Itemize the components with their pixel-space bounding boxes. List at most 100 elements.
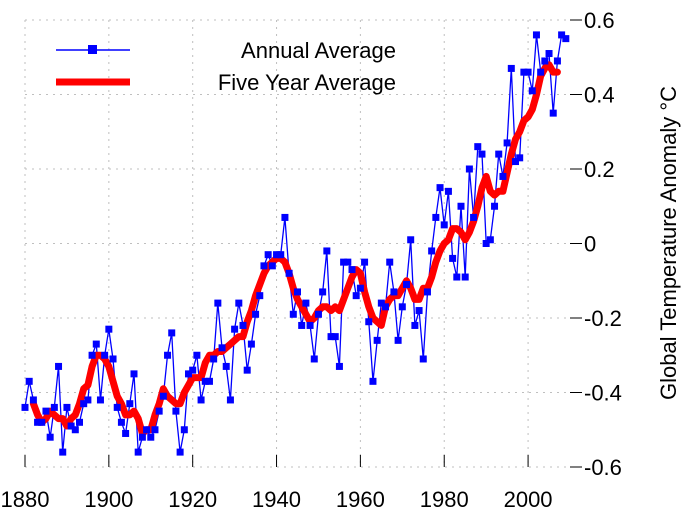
annual-average-point	[92, 340, 100, 348]
annual-average-point	[67, 422, 75, 430]
annual-average-point	[545, 50, 553, 58]
annual-average-point	[273, 251, 281, 259]
annual-average-point	[520, 68, 528, 76]
annual-average-point	[59, 448, 67, 456]
annual-average-point	[247, 340, 255, 348]
annual-average-point	[159, 392, 167, 400]
annual-average-point	[302, 299, 310, 307]
annual-average-point	[465, 165, 473, 173]
annual-average-point	[126, 400, 134, 408]
y-axis-title: Global Temperature Anomaly °C	[656, 86, 681, 400]
annual-average-point	[21, 403, 29, 411]
annual-average-point	[105, 325, 113, 333]
annual-average-point	[361, 258, 369, 266]
annual-average-point	[63, 403, 71, 411]
annual-average-point	[176, 448, 184, 456]
annual-average-point	[210, 355, 218, 363]
annual-average-point	[499, 172, 507, 180]
annual-average-point	[29, 396, 37, 404]
annual-average-point	[549, 109, 557, 117]
annual-average-point	[470, 213, 478, 221]
annual-average-point	[84, 396, 92, 404]
annual-average-point	[558, 31, 566, 39]
x-tick-label: 1960	[336, 487, 385, 512]
annual-average-point	[323, 247, 331, 255]
annual-average-point	[310, 355, 318, 363]
y-tick-label: -0.2	[584, 306, 622, 331]
annual-average-point	[562, 35, 570, 43]
annual-average-point	[461, 273, 469, 281]
annual-average-point	[88, 351, 96, 359]
annual-average-point	[382, 303, 390, 311]
y-tick-label: 0.6	[584, 8, 615, 33]
annual-average-point	[541, 57, 549, 65]
annual-average-point	[264, 251, 272, 259]
annual-average-point	[231, 325, 239, 333]
annual-average-point	[76, 418, 83, 426]
annual-average-point	[193, 351, 201, 359]
annual-average-point	[281, 213, 289, 221]
annual-average-point	[407, 236, 415, 244]
annual-average-point	[256, 292, 264, 300]
annual-average-point	[482, 240, 490, 247]
annual-average-point	[377, 299, 385, 307]
annual-average-point	[168, 329, 176, 337]
annual-average-point	[537, 68, 545, 76]
annual-average-point	[474, 143, 482, 151]
annual-average-point	[46, 433, 54, 441]
annual-average-point	[503, 139, 511, 147]
y-tick-label: 0.4	[584, 83, 615, 108]
annual-average-point	[239, 321, 247, 329]
annual-average-point	[235, 299, 243, 307]
annual-average-point	[285, 269, 293, 277]
x-tick-label: 1900	[84, 487, 133, 512]
annual-average-point	[96, 396, 104, 404]
annual-average-point	[495, 150, 503, 158]
annual-average-point	[138, 433, 146, 441]
y-tick-label: 0.2	[584, 157, 615, 182]
annual-average-point	[373, 336, 381, 344]
x-tick-label: 1920	[168, 487, 217, 512]
annual-average-point	[113, 403, 121, 411]
annual-average-point	[478, 150, 486, 158]
annual-average-point	[411, 321, 419, 329]
annual-average-point	[101, 351, 109, 359]
x-tick-label: 1880	[1, 487, 50, 512]
annual-average-point	[143, 426, 151, 434]
annual-average-point	[25, 377, 33, 385]
annual-average-point	[335, 362, 343, 370]
x-tick-label: 1980	[420, 487, 469, 512]
annual-average-point	[327, 333, 335, 341]
annual-average-point	[403, 280, 410, 288]
annual-average-point	[185, 370, 192, 378]
legend-annual-marker	[88, 45, 97, 54]
annual-average-point	[71, 426, 79, 434]
annual-average-point	[189, 366, 197, 374]
annual-average-point	[440, 221, 448, 229]
annual-average-point	[348, 266, 356, 274]
annual-average-point	[507, 64, 515, 72]
annual-average-point	[340, 258, 348, 266]
annual-average-point	[532, 31, 540, 39]
annual-average-point	[218, 344, 226, 352]
legend-five-year-label: Five Year Average	[218, 70, 396, 95]
annual-average-point	[356, 284, 364, 292]
legend: Annual Average Five Year Average	[56, 38, 396, 95]
annual-average-point	[553, 57, 561, 65]
annual-average-point	[423, 288, 431, 296]
annual-average-point	[226, 396, 234, 404]
annual-average-point	[398, 303, 406, 311]
annual-average-point	[201, 377, 209, 385]
annual-average-point	[386, 258, 394, 266]
annual-average-point	[516, 154, 524, 162]
annual-average-point	[390, 288, 398, 296]
annual-average-point	[415, 307, 423, 315]
annual-average-point	[164, 351, 172, 359]
annual-average-point	[294, 288, 301, 296]
annual-average-point	[453, 273, 461, 281]
annual-average-point	[449, 254, 457, 262]
annual-average-point	[260, 262, 268, 270]
annual-average-point	[419, 355, 427, 363]
